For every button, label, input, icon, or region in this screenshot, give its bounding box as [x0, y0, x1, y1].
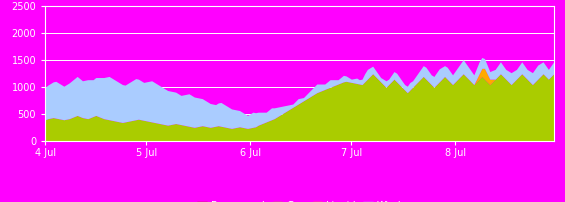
- Legend: Brown coal, Gas, Liquid, Wind: Brown coal, Gas, Liquid, Wind: [193, 197, 406, 202]
